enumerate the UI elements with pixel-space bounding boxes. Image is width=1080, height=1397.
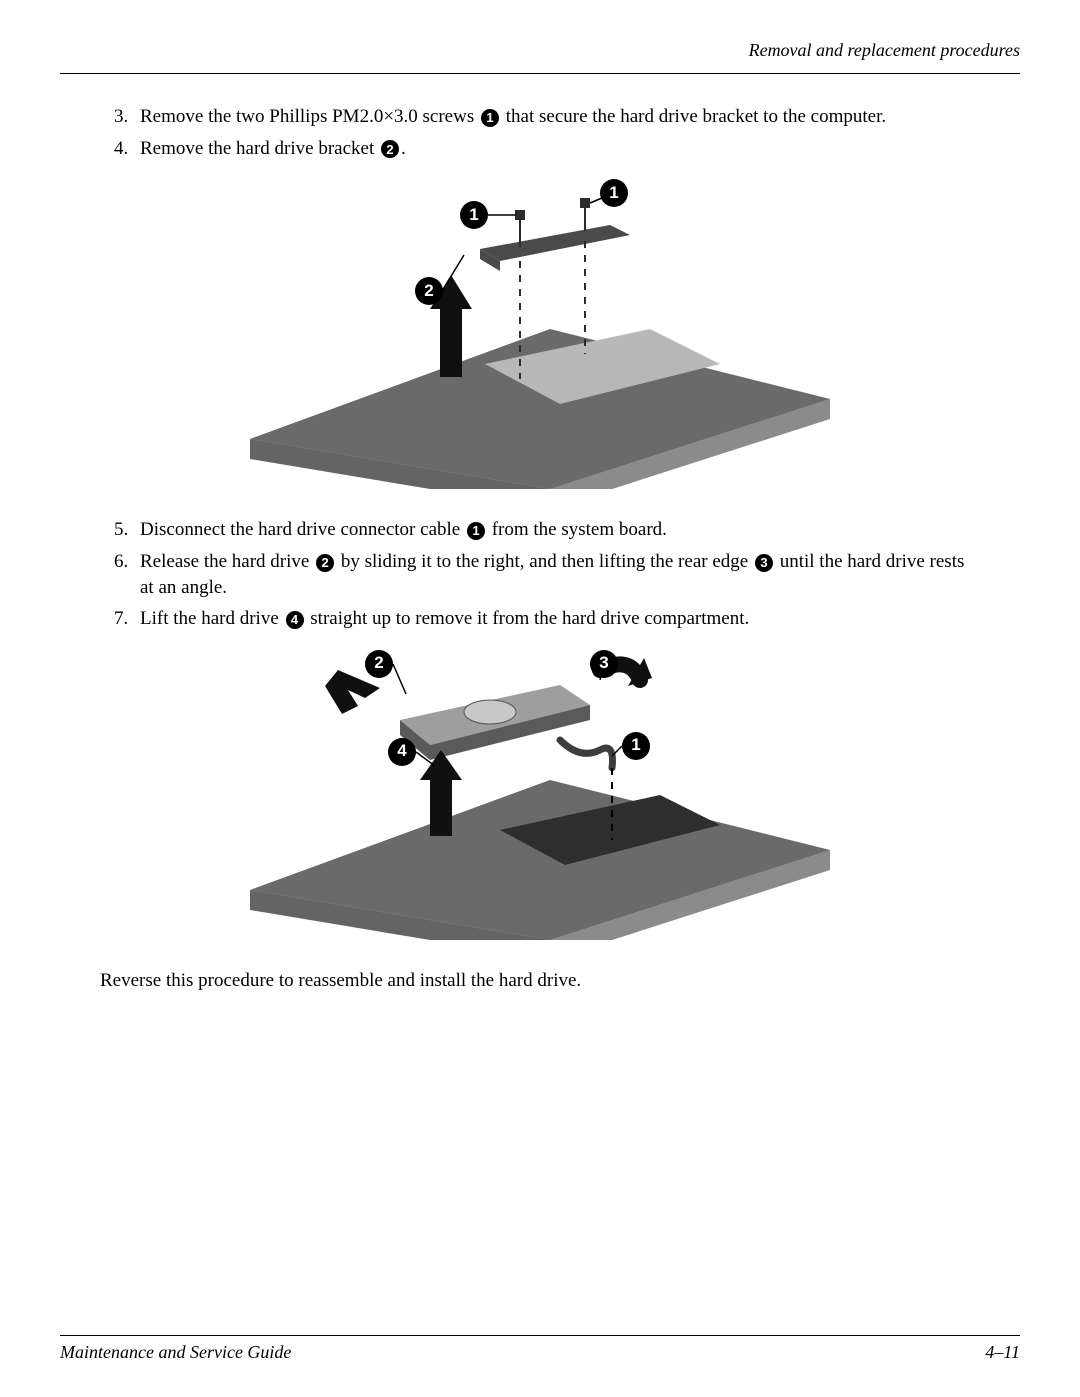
step-6: 6. Release the hard drive 2 by sliding i… (114, 549, 980, 600)
closing-text: Reverse this procedure to reassemble and… (100, 968, 980, 994)
step-number: 6. (114, 549, 140, 600)
figure-callout-icon: 2 (365, 650, 393, 678)
step-3: 3. Remove the two Phillips PM2.0×3.0 scr… (114, 104, 980, 130)
text-fragment: Remove the hard drive bracket (140, 138, 379, 159)
callout-inline-icon: 1 (481, 109, 499, 127)
figure-1-wrap: 112 (100, 179, 980, 489)
figure-2-wrap: 2 3 4 1 (100, 650, 980, 940)
step-number: 4. (114, 136, 140, 162)
step-number: 7. (114, 606, 140, 632)
step-number: 3. (114, 104, 140, 130)
callout-inline-icon: 1 (467, 522, 485, 540)
footer-left: Maintenance and Service Guide (60, 1342, 291, 1363)
step-5: 5. Disconnect the hard drive connector c… (114, 517, 980, 543)
header-section-title: Removal and replacement procedures (60, 40, 1020, 67)
step-text: Release the hard drive 2 by sliding it t… (140, 549, 980, 600)
step-text: Disconnect the hard drive connector cabl… (140, 517, 980, 543)
figure-2: 2 3 4 1 (230, 650, 850, 940)
figure-1: 112 (230, 179, 850, 489)
header-text: Removal and replacement procedures (749, 40, 1020, 61)
step-number: 5. (114, 517, 140, 543)
step-7: 7. Lift the hard drive 4 straight up to … (114, 606, 980, 632)
figure-1-illustration (230, 179, 850, 489)
step-4: 4. Remove the hard drive bracket 2. (114, 136, 980, 162)
callout-inline-icon: 3 (755, 554, 773, 572)
text-fragment: Release the hard drive (140, 551, 314, 572)
footer-right: 4–11 (985, 1342, 1020, 1363)
text-fragment: by sliding it to the right, and then lif… (336, 551, 753, 572)
text-fragment: straight up to remove it from the hard d… (306, 608, 750, 629)
step-text: Remove the two Phillips PM2.0×3.0 screws… (140, 104, 980, 130)
text-fragment: Remove the two Phillips PM2.0×3.0 screws (140, 106, 479, 127)
figure-callout-icon: 1 (622, 732, 650, 760)
figure-callout-icon: 4 (388, 738, 416, 766)
text-fragment: from the system board. (487, 519, 667, 540)
text-fragment: that secure the hard drive bracket to th… (501, 106, 886, 127)
text-fragment: Disconnect the hard drive connector cabl… (140, 519, 465, 540)
steps-list-a: 3. Remove the two Phillips PM2.0×3.0 scr… (100, 104, 980, 161)
steps-list-b: 5. Disconnect the hard drive connector c… (100, 517, 980, 632)
callout-inline-icon: 2 (316, 554, 334, 572)
callout-inline-icon: 2 (381, 140, 399, 158)
text-fragment: Lift the hard drive (140, 608, 284, 629)
content-area: 3. Remove the two Phillips PM2.0×3.0 scr… (60, 74, 1020, 993)
step-text: Lift the hard drive 4 straight up to rem… (140, 606, 980, 632)
page: Removal and replacement procedures 3. Re… (0, 0, 1080, 1397)
text-fragment: . (401, 138, 406, 159)
figure-callout-icon: 3 (590, 650, 618, 678)
callout-inline-icon: 4 (286, 611, 304, 629)
figure-2-illustration (230, 650, 850, 940)
footer: Maintenance and Service Guide 4–11 (60, 1335, 1020, 1363)
step-text: Remove the hard drive bracket 2. (140, 136, 980, 162)
